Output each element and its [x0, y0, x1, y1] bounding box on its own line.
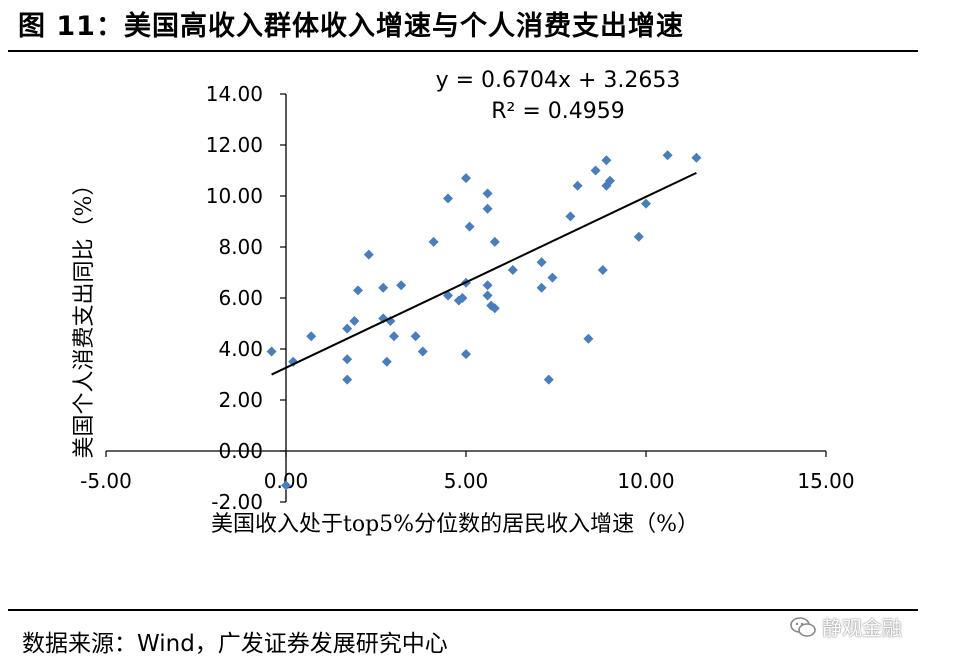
data-source: 数据来源：Wind，广发证券发展研究中心: [22, 631, 448, 657]
x-tick-label: 5.00: [444, 469, 489, 493]
data-point: [543, 374, 554, 385]
y-tick-label: 4.00: [218, 337, 263, 361]
trendline-r2: R² = 0.4959: [491, 99, 625, 124]
data-point: [482, 290, 493, 301]
data-point: [536, 282, 547, 293]
data-point: [633, 231, 644, 242]
y-tick-label: 8.00: [218, 235, 263, 259]
data-point: [306, 331, 317, 342]
y-tick-label: 0.00: [218, 439, 263, 463]
y-tick-label: 10.00: [206, 184, 263, 208]
data-point: [572, 180, 583, 191]
data-point: [396, 280, 407, 291]
data-point: [281, 480, 291, 491]
data-point: [342, 374, 353, 385]
data-point: [378, 282, 389, 293]
data-point: [605, 175, 615, 186]
watermark: 静观金融: [790, 612, 902, 641]
chart-tick-labels: -5.000.005.0010.0015.00-2.000.002.004.00…: [80, 82, 855, 514]
data-point: [507, 264, 518, 275]
wechat-icon: [790, 616, 816, 637]
data-point: [349, 315, 360, 326]
y-tick-label: 6.00: [218, 286, 263, 310]
y-tick-label: -2.00: [211, 490, 263, 514]
data-point: [536, 257, 547, 268]
data-point: [565, 211, 576, 222]
data-point: [583, 333, 594, 344]
y-tick-label: 2.00: [218, 388, 263, 412]
y-tick-label: 12.00: [206, 133, 263, 157]
data-point: [590, 165, 601, 176]
trendline-equation: y = 0.6704x + 3.2653: [436, 68, 681, 93]
data-point: [381, 356, 392, 367]
data-point: [662, 150, 673, 161]
data-point: [489, 236, 500, 247]
watermark-text: 静观金融: [822, 616, 902, 640]
title-divider: [8, 50, 918, 52]
data-point: [342, 354, 353, 365]
data-point: [428, 236, 439, 247]
data-point: [461, 173, 471, 184]
y-axis-label: 美国个人消费支出同比（%）: [72, 174, 97, 459]
x-tick-label: 10.00: [617, 469, 674, 493]
data-point: [489, 303, 500, 314]
source-divider: [8, 609, 918, 611]
data-point: [288, 356, 299, 367]
data-point: [641, 198, 651, 209]
data-point: [389, 331, 399, 342]
data-point: [691, 152, 702, 163]
data-point: [482, 280, 493, 291]
chart-trendline: [271, 171, 697, 376]
x-tick-label: 15.00: [797, 469, 854, 493]
data-point: [266, 346, 277, 357]
data-point: [464, 221, 475, 232]
data-point: [461, 349, 471, 360]
trendline: [271, 171, 697, 376]
data-point: [353, 285, 363, 296]
x-axis-label: 美国收入处于top5%分位数的居民收入增速（%）: [211, 512, 699, 537]
y-tick-label: 14.00: [206, 82, 263, 106]
data-point: [597, 264, 608, 275]
data-point: [443, 193, 453, 204]
data-point: [410, 331, 421, 342]
data-point: [601, 155, 612, 166]
data-point: [482, 188, 493, 199]
data-point: [547, 272, 558, 283]
data-point: [342, 323, 353, 334]
figure-title: 图 11：美国高收入群体收入增速与个人消费支出增速: [18, 11, 684, 42]
data-point: [417, 346, 428, 357]
x-tick-label: -5.00: [80, 469, 132, 493]
data-point: [482, 203, 493, 214]
data-point: [457, 293, 468, 303]
data-point: [363, 249, 374, 260]
chart-axes: [105, 93, 827, 503]
